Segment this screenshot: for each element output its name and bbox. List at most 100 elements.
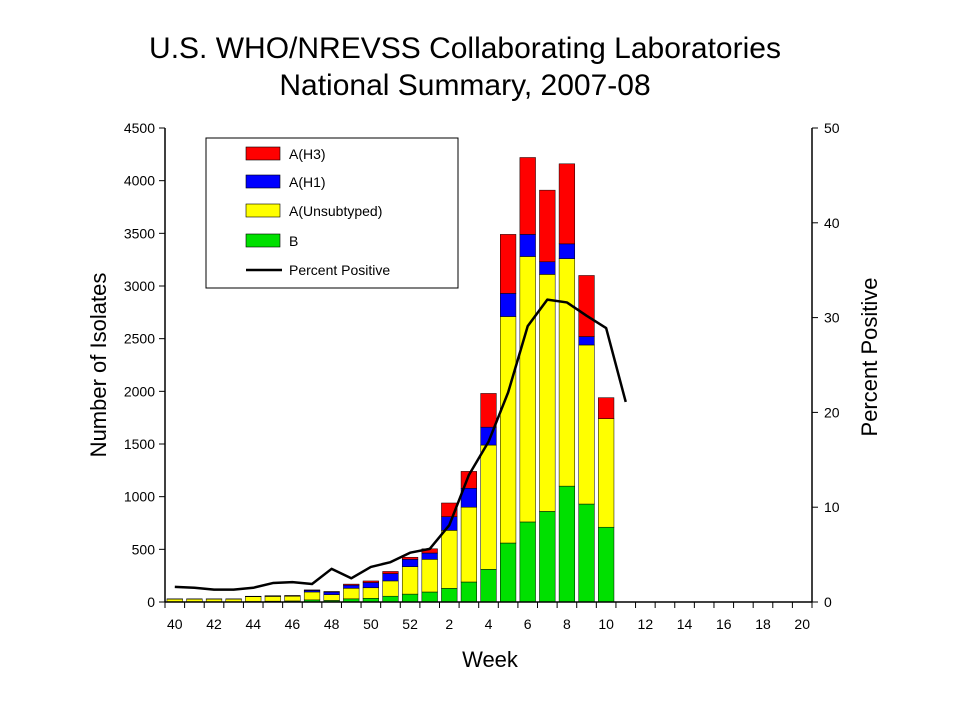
x-axis-title: Week	[462, 647, 519, 672]
bar-a-h3-week-52	[401, 556, 419, 560]
bar-a-h1-week-7	[539, 261, 556, 275]
bar-b-week-3	[460, 581, 477, 603]
bar-a-h3-week-49	[343, 583, 360, 586]
bar-b-week-4	[480, 569, 497, 603]
percent-positive-line-group	[174, 298, 627, 591]
legend-swatch-a-h3	[245, 146, 281, 161]
bar-a-h3-week-8	[558, 163, 576, 245]
x-tick-label-46: 46	[285, 616, 301, 632]
bar-a-unsubtyped-week-44	[245, 596, 262, 602]
bar-a-h3-week-6	[519, 157, 536, 235]
bar-a-h3-week-51	[382, 571, 399, 574]
bar-b-week-8	[558, 485, 576, 603]
left-tick-label-3500: 3500	[124, 225, 155, 241]
x-tick-label-12: 12	[638, 616, 654, 632]
bar-a-h3-week-10	[598, 397, 615, 419]
bar-a-h3-week-7	[539, 189, 556, 263]
bar-a-h3-week-47	[303, 589, 321, 591]
x-tick-label-42: 42	[206, 616, 222, 632]
bar-b-week-5	[500, 542, 517, 603]
x-tick-label-20: 20	[794, 616, 810, 632]
bar-a-h1-week-9	[578, 336, 595, 346]
legend-swatch-a-h1	[245, 174, 281, 189]
legend-label-a-h3: A(H3)	[289, 146, 326, 162]
bar-a-unsubtyped-week-49	[343, 588, 360, 600]
bar-b-week-52	[401, 593, 419, 603]
bar-a-h1-week-5	[500, 293, 517, 317]
legend-label-percent-positive: Percent Positive	[289, 262, 390, 278]
x-tick-label-2: 2	[445, 616, 453, 632]
bar-a-unsubtyped-week-47	[303, 591, 321, 601]
bar-a-h3-week-4	[480, 393, 497, 428]
x-tick-label-10: 10	[598, 616, 614, 632]
x-tick-label-6: 6	[524, 616, 532, 632]
bar-a-h1-week-8	[558, 243, 576, 259]
right-y-axis-title: Percent Positive	[857, 278, 882, 437]
right-tick-label-50: 50	[824, 120, 840, 136]
right-tick-label-20: 20	[824, 404, 840, 420]
x-tick-label-8: 8	[563, 616, 571, 632]
bar-a-unsubtyped-week-51	[382, 580, 399, 597]
bar-a-unsubtyped-week-5	[500, 316, 517, 544]
bar-b-week-51	[382, 595, 399, 603]
bar-a-unsubtyped-week-8	[558, 258, 576, 487]
bar-b-week-7	[539, 511, 556, 603]
legend-label-a-h1: A(H1)	[289, 174, 326, 190]
bar-a-unsubtyped-week-45	[264, 596, 281, 602]
x-ticks: 40 42 44 46 48 50 52 2 4 6 8 10 12 14 16 18 20	[164, 602, 813, 632]
x-tick-label-50: 50	[363, 616, 379, 632]
bar-b-week-2	[441, 588, 458, 603]
bar-b-week-9	[578, 503, 595, 603]
legend-swatch-b	[245, 233, 281, 248]
bar-a-h1-week-50	[362, 582, 379, 589]
x-tick-label-14: 14	[677, 616, 693, 632]
bar-a-h1-week-48	[323, 591, 340, 595]
left-tick-label-4000: 4000	[124, 173, 155, 189]
right-tick-label-30: 30	[824, 310, 840, 326]
bar-a-h3-week-50	[362, 580, 379, 583]
chart-title-line-1: U.S. WHO/NREVSS Collaborating Laboratori…	[149, 32, 781, 65]
right-tick-label-10: 10	[824, 499, 840, 515]
right-tick-label-40: 40	[824, 215, 840, 231]
bar-a-h3-week-5	[500, 234, 517, 294]
right-y-ticks: 0 10 20 30 40 50	[812, 120, 840, 610]
x-tick-label-40: 40	[167, 616, 183, 632]
bar-a-unsubtyped-week-6	[519, 256, 536, 523]
bar-a-h1-week-51	[382, 573, 399, 582]
legend-label-a-unsubtyped: A(Unsubtyped)	[289, 203, 382, 219]
bar-a-unsubtyped-week-48	[323, 594, 340, 601]
right-tick-label-0: 0	[824, 594, 832, 610]
bar-a-h1-week-1	[421, 552, 438, 560]
legend: A(H3) A(H1) A(Unsubtyped) B Percent Posi…	[205, 137, 459, 289]
bar-a-unsubtyped-week-2	[441, 530, 458, 589]
bar-a-h1-week-52	[401, 559, 419, 567]
bar-a-h3-week-48	[323, 591, 340, 593]
bar-a-unsubtyped-week-50	[362, 587, 379, 599]
left-tick-label-0: 0	[147, 594, 155, 610]
bar-a-unsubtyped-week-3	[460, 506, 477, 583]
left-tick-label-2000: 2000	[124, 383, 155, 399]
bar-b-week-10	[598, 526, 615, 603]
left-tick-label-2500: 2500	[124, 331, 155, 347]
x-tick-label-48: 48	[324, 616, 340, 632]
x-tick-label-44: 44	[245, 616, 261, 632]
x-tick-label-18: 18	[755, 616, 771, 632]
left-tick-label-500: 500	[132, 541, 156, 557]
left-tick-label-1500: 1500	[124, 436, 155, 452]
left-tick-label-3000: 3000	[124, 278, 155, 294]
x-tick-label-16: 16	[716, 616, 732, 632]
bar-a-unsubtyped-week-52	[401, 566, 419, 595]
bar-a-h3-week-9	[578, 275, 595, 337]
bar-a-h1-week-49	[343, 584, 360, 589]
x-tick-label-52: 52	[402, 616, 418, 632]
bar-b-week-6	[519, 521, 536, 603]
bar-a-unsubtyped-week-4	[480, 444, 497, 570]
bar-a-unsubtyped-week-10	[598, 418, 615, 528]
left-y-axis-title: Number of Isolates	[86, 273, 111, 458]
left-tick-label-1000: 1000	[124, 489, 155, 505]
bar-a-unsubtyped-week-7	[539, 274, 556, 512]
legend-label-b: B	[289, 233, 298, 249]
bar-a-unsubtyped-week-9	[578, 344, 595, 505]
chart-title-line-2: National Summary, 2007-08	[279, 69, 650, 102]
bar-b-week-1	[421, 591, 438, 603]
